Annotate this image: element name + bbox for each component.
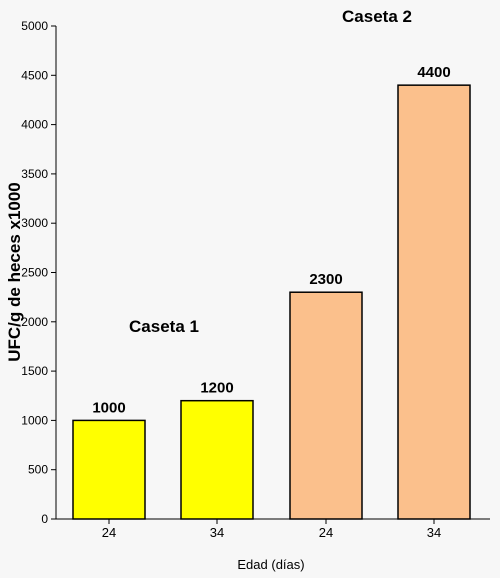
bar-value-label: 4400: [417, 64, 450, 81]
bar: [72, 419, 146, 520]
bar: [397, 84, 471, 520]
y-tick-label: 3500: [21, 167, 48, 181]
x-tick-label: 24: [102, 525, 116, 540]
y-tick-label: 1000: [21, 413, 48, 427]
x-axis-ticks: 24 34 24 34: [102, 519, 441, 540]
y-tick-label: 3000: [21, 216, 48, 230]
bar-value-label: 1200: [200, 380, 233, 397]
bars: [72, 84, 471, 520]
y-tick-label: 0: [41, 512, 48, 526]
data-labels: 1000 1200 2300 4400: [92, 64, 450, 416]
x-tick-label: 34: [427, 525, 441, 540]
y-axis-ticks: 0 500 1000 1500 2000 2500 3000 3500 4000 4500 5000: [21, 19, 56, 526]
bar-value-label: 1000: [92, 399, 125, 416]
y-tick-label: 4000: [21, 118, 48, 132]
x-axis-title: Edad (días): [237, 557, 304, 572]
x-tick-label: 34: [210, 525, 224, 540]
y-tick-label: 2500: [21, 266, 48, 280]
y-tick-label: 500: [28, 463, 48, 477]
y-tick-label: 2000: [21, 315, 48, 329]
x-tick-label: 24: [319, 525, 333, 540]
bar-value-label: 2300: [309, 271, 342, 288]
group-label-caseta-1: Caseta 1: [129, 317, 199, 336]
y-tick-label: 4500: [21, 68, 48, 82]
group-label-caseta-2: Caseta 2: [342, 7, 412, 26]
bar: [180, 399, 254, 520]
y-tick-label: 5000: [21, 19, 48, 33]
bar: [289, 291, 363, 520]
y-axis-title: UFC/g de heces x1000: [5, 182, 24, 362]
y-tick-label: 1500: [21, 364, 48, 378]
